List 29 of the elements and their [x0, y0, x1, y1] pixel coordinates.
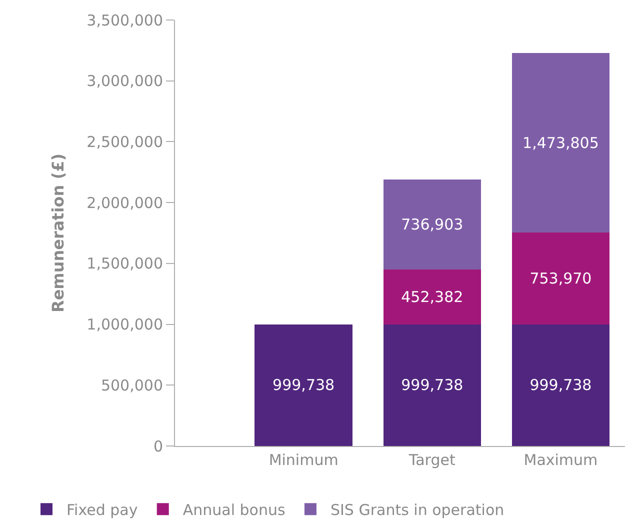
bar [383, 324, 481, 446]
y-axis-title: Remuneration (£) [48, 153, 68, 313]
bar [383, 269, 481, 324]
bar [254, 324, 352, 446]
data-label: 736,903 [401, 215, 464, 234]
y-tick-label: 2,500,000 [86, 132, 163, 151]
x-tick-label: Minimum [268, 451, 338, 469]
legend-label: Annual bonus [182, 500, 286, 519]
data-label: 452,382 [401, 288, 464, 306]
y-tick-label: 3,000,000 [86, 72, 163, 90]
y-tick-label: 3,500,000 [86, 11, 163, 30]
bar [383, 180, 481, 270]
data-label: 753,970 [530, 269, 592, 288]
y-tick-label: 1,500,000 [86, 254, 163, 273]
data-label: 999,738 [272, 376, 335, 394]
bar [512, 53, 610, 233]
y-tick-label: 2,000,000 [86, 194, 163, 212]
legend-label: SIS Grants in operation [330, 500, 504, 519]
x-tick-label: Maximum [524, 451, 598, 469]
data-label: 1,473,805 [522, 134, 599, 152]
y-tick-label: 1,000,000 [86, 316, 163, 334]
data-label: 999,738 [401, 376, 464, 394]
y-tick-label: 500,000 [100, 376, 163, 394]
bar [512, 232, 610, 324]
y-tick-label: 0 [153, 437, 163, 456]
data-label: 999,738 [530, 376, 592, 394]
legend-label: Fixed pay [66, 500, 138, 519]
bar [512, 324, 610, 446]
x-tick-label: Target [408, 451, 456, 469]
